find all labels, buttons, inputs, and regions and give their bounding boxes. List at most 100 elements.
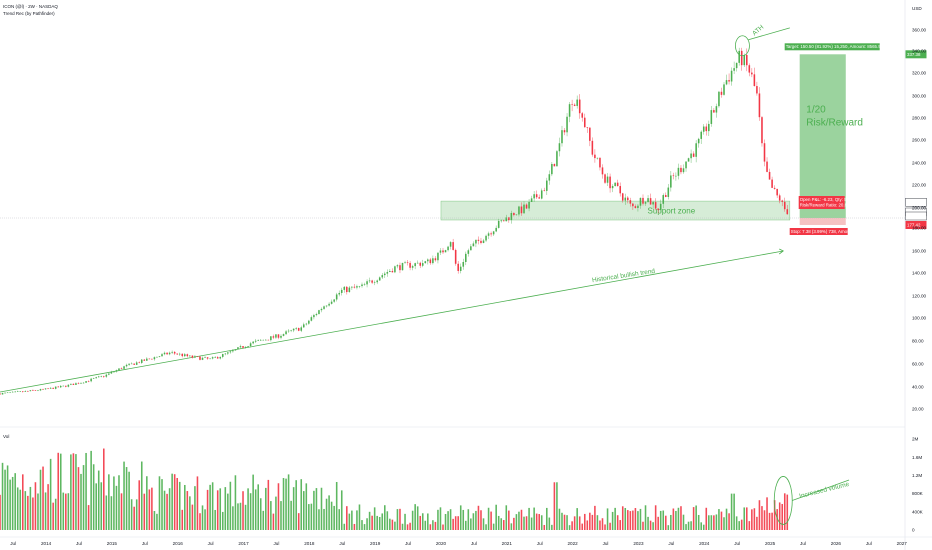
candle-body (383, 273, 386, 276)
volume-annotation-label: Increased volume (798, 481, 850, 500)
candle-body (624, 197, 627, 201)
volume-bar (287, 474, 290, 530)
volume-bar (763, 510, 766, 530)
volume-bar (424, 520, 427, 530)
indicator-label[interactable]: Trend Rec (by Pathfinder) (3, 11, 55, 16)
volume-bar (87, 505, 90, 530)
price-axis[interactable]: 20.00 40.00 60.00 80.00 100.00 120.00 140.00 16… (912, 28, 926, 412)
candle-body (718, 91, 720, 107)
candle-body (95, 377, 97, 379)
volume-bar (151, 487, 153, 530)
volume-bar (556, 482, 558, 530)
candle-body (758, 93, 761, 118)
time-tick-label: 2024 (699, 541, 710, 546)
candle-body (87, 381, 90, 382)
volume-bar (57, 452, 60, 530)
volume-bar (140, 461, 143, 530)
volume-bar (346, 506, 348, 530)
chart-header: ICON (@l) · 2W · NASDAQ Trend Rec (by Pa… (3, 3, 58, 17)
candle-body (275, 334, 277, 338)
volume-bar (118, 475, 120, 530)
target-label-bg (784, 43, 880, 51)
candle-body (221, 354, 224, 357)
volume-bar (184, 484, 186, 530)
volume-bar (189, 496, 191, 530)
volume-axis: 0 400K 800K 1.2M 1.6M 2M (912, 437, 924, 533)
candle-body (1, 393, 4, 395)
volume-bar (120, 493, 123, 530)
volume-bar (105, 495, 108, 530)
volume-bar (680, 506, 682, 530)
volume-tick-label: 1.6M (912, 455, 922, 460)
volume-bar (568, 525, 571, 530)
volume-bar (540, 515, 543, 530)
volume-bar (462, 509, 465, 530)
volume-bar (611, 511, 614, 530)
volume-bar (406, 524, 409, 530)
volume-bar (166, 493, 168, 530)
candle-body (282, 334, 285, 336)
time-axis[interactable]: Jul 2014 Jul 2015 Jul 2016 Jul 2017 Jul 2018 Jul 20… (10, 541, 907, 546)
volume-bar (277, 483, 280, 530)
candle-body (249, 343, 252, 347)
price-tag-label: 337.38 (907, 52, 921, 57)
volume-bar (148, 489, 151, 530)
candle-body (495, 227, 497, 232)
volume-bar (745, 507, 748, 530)
candle-body (594, 154, 596, 159)
volume-bar (16, 487, 19, 530)
candle-body (381, 275, 384, 278)
volume-bar (254, 489, 257, 530)
rr-ratio-label: Risk/Reward Ratio: 20.66 (800, 203, 850, 208)
candle-body (687, 158, 690, 162)
volume-bar (465, 520, 467, 530)
candle-body (399, 265, 401, 271)
candle-body (409, 262, 411, 268)
candle-body (439, 250, 442, 253)
candle-body (90, 378, 92, 382)
time-tick-label: 2026 (831, 541, 842, 546)
volume-bar (442, 524, 444, 530)
candle-body (239, 346, 242, 348)
volume-bar (670, 514, 672, 530)
volume-bar (361, 520, 363, 530)
candle-body (194, 356, 196, 358)
volume-bar (318, 509, 320, 530)
volume-bar (82, 465, 85, 530)
volume-bar (353, 523, 356, 530)
volume-bar (204, 509, 206, 530)
volume-bar (130, 499, 133, 530)
candle-body (434, 258, 437, 261)
candle-body (601, 167, 604, 175)
candle-body (611, 186, 614, 189)
candle-body (270, 336, 272, 341)
volume-bar (27, 495, 29, 530)
candle-body (756, 86, 758, 94)
candle-body (662, 195, 665, 204)
time-tick-label: 2017 (238, 541, 249, 546)
volume-bar (740, 519, 743, 530)
volume-bar (133, 506, 135, 530)
symbol-title[interactable]: ICON (@l) · 2W · NASDAQ (3, 4, 58, 9)
position-tool[interactable]: Target: 150.50 (81.92%) 15,250, Amount: … (0, 43, 927, 235)
volume-bar (427, 513, 429, 530)
candle-body (470, 246, 472, 251)
volume-bar (110, 496, 113, 530)
candle-body (573, 104, 576, 106)
candles (0, 47, 789, 395)
candle-body (702, 126, 705, 132)
candle-body (690, 153, 692, 159)
candle-body (140, 359, 143, 363)
candle-body (163, 352, 166, 355)
candle-body (664, 195, 667, 197)
volume-bar (323, 508, 325, 530)
volume-bar (404, 513, 406, 530)
volume-bar (295, 480, 297, 530)
price-tag (905, 221, 927, 229)
volume-bar (713, 515, 715, 530)
time-tick-label: Jul (10, 541, 16, 546)
candle-body (242, 346, 244, 348)
volume-bar (343, 523, 346, 530)
volume-bar (761, 506, 763, 530)
